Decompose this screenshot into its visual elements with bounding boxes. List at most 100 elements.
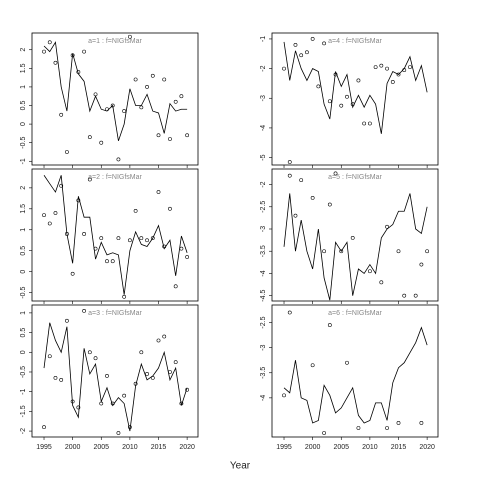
data-point bbox=[82, 309, 86, 313]
data-point bbox=[82, 232, 86, 236]
y-tick-label: 0.5 bbox=[20, 246, 27, 256]
y-tick-label: 2 bbox=[20, 186, 27, 190]
data-point bbox=[379, 63, 384, 68]
y-tick-label: 1.5 bbox=[20, 63, 27, 73]
data-point bbox=[339, 249, 344, 254]
y-tick-label: -4 bbox=[260, 270, 267, 276]
data-point bbox=[322, 41, 326, 46]
y-tick-label: 0.5 bbox=[20, 101, 27, 111]
y-tick-label: -4 bbox=[260, 395, 267, 401]
data-point bbox=[179, 246, 184, 251]
y-tick-label: -5 bbox=[260, 154, 267, 160]
data-point bbox=[373, 65, 378, 70]
data-point bbox=[173, 360, 178, 365]
data-point bbox=[87, 177, 92, 182]
data-point bbox=[293, 42, 298, 47]
x-tick-label: 2015 bbox=[151, 444, 167, 451]
y-tick-label: 1 bbox=[20, 85, 27, 89]
y-tick-label: -2 bbox=[20, 428, 27, 434]
y-tick-label: -0.5 bbox=[20, 286, 27, 298]
data-point bbox=[145, 372, 149, 376]
x-tick-label: 2015 bbox=[391, 444, 407, 451]
data-point bbox=[322, 249, 326, 254]
y-tick-label: 1 bbox=[20, 228, 27, 232]
x-tick-label: 2000 bbox=[305, 444, 321, 451]
x-tick-label: 1995 bbox=[276, 444, 292, 451]
data-point bbox=[42, 425, 46, 430]
fitted-line bbox=[43, 175, 188, 295]
data-point bbox=[367, 269, 372, 274]
data-point bbox=[327, 202, 332, 207]
data-point bbox=[367, 121, 372, 126]
data-point bbox=[70, 271, 75, 276]
data-point bbox=[310, 37, 315, 41]
data-point bbox=[282, 393, 286, 398]
data-point bbox=[316, 84, 321, 89]
y-tick-label: -1 bbox=[20, 388, 27, 394]
data-point bbox=[162, 77, 167, 82]
data-point bbox=[139, 236, 144, 241]
data-point bbox=[122, 294, 127, 299]
panel-frame bbox=[271, 32, 439, 166]
data-point bbox=[116, 157, 121, 162]
y-tick-label: 0.5 bbox=[20, 328, 27, 338]
data-point bbox=[419, 421, 424, 425]
data-point bbox=[105, 374, 109, 378]
data-point bbox=[65, 318, 69, 323]
y-tick-label: -1.5 bbox=[20, 405, 27, 417]
y-tick-label: 1.5 bbox=[20, 204, 27, 214]
data-point bbox=[53, 60, 58, 65]
y-tick-label: 0 bbox=[20, 350, 27, 354]
data-point bbox=[179, 94, 184, 99]
data-point bbox=[287, 173, 292, 178]
data-point bbox=[356, 78, 361, 83]
data-point bbox=[396, 249, 401, 254]
data-point bbox=[59, 183, 64, 188]
y-tick-label: -1 bbox=[260, 36, 267, 42]
x-axis-label: Year bbox=[230, 461, 251, 472]
data-point bbox=[76, 405, 81, 410]
data-point bbox=[293, 213, 298, 218]
fitted-line bbox=[43, 322, 188, 432]
data-point bbox=[396, 421, 401, 425]
data-point bbox=[385, 426, 389, 430]
data-point bbox=[53, 211, 58, 215]
data-point bbox=[345, 360, 349, 365]
x-tick-label: 2010 bbox=[122, 444, 138, 451]
data-point bbox=[150, 73, 155, 78]
fitted-line bbox=[283, 193, 428, 301]
data-point bbox=[87, 135, 92, 140]
data-point bbox=[310, 195, 315, 200]
data-point bbox=[299, 53, 304, 58]
y-tick-label: -0.5 bbox=[20, 137, 27, 149]
data-point bbox=[116, 431, 121, 435]
data-point bbox=[127, 34, 132, 39]
data-point bbox=[127, 238, 132, 243]
data-point bbox=[305, 50, 309, 55]
fitted-line bbox=[283, 326, 428, 424]
data-point bbox=[396, 72, 401, 77]
panel-title: a=6 : f=NIGfsMar bbox=[328, 310, 382, 317]
y-tick-label: -4 bbox=[260, 125, 267, 131]
data-point bbox=[385, 224, 389, 229]
data-point bbox=[59, 377, 64, 382]
data-point bbox=[156, 338, 161, 343]
panel-title: a=2 : f=NIGfsMar bbox=[88, 174, 142, 181]
y-tick-label: 0 bbox=[20, 270, 27, 274]
panel-frame bbox=[31, 168, 199, 302]
data-point bbox=[390, 80, 395, 84]
fitted-line bbox=[43, 41, 188, 141]
y-tick-label: -3.5 bbox=[260, 367, 267, 379]
y-tick-label: -3 bbox=[260, 226, 267, 232]
data-point bbox=[287, 160, 292, 164]
data-point bbox=[379, 280, 384, 285]
data-point bbox=[82, 49, 86, 54]
data-point bbox=[339, 103, 344, 108]
x-tick-label: 1995 bbox=[36, 444, 52, 451]
y-tick-label: -2.5 bbox=[260, 316, 267, 328]
data-point bbox=[47, 221, 52, 226]
panel-frame bbox=[271, 168, 439, 302]
x-tick-label: 2005 bbox=[333, 444, 349, 451]
data-point bbox=[282, 66, 286, 71]
